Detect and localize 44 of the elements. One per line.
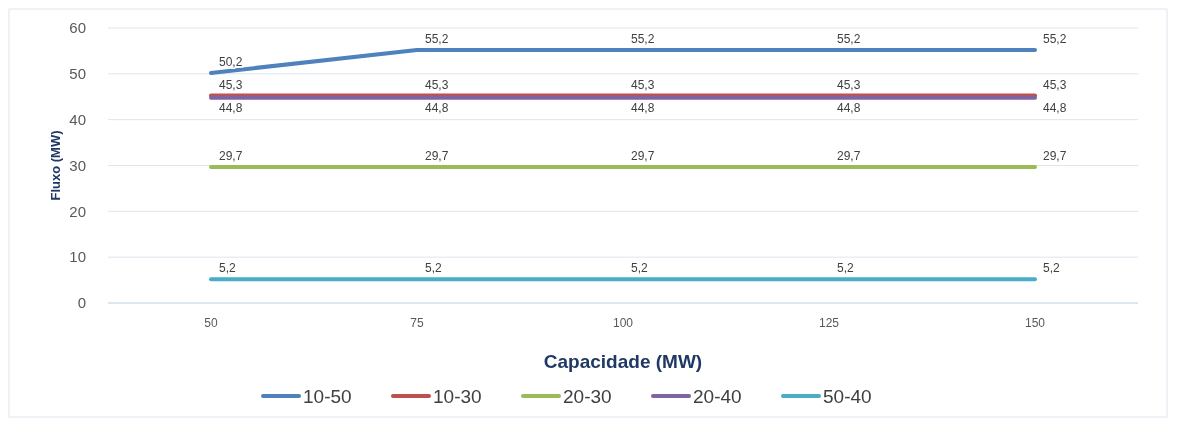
data-label: 45,3 bbox=[1043, 78, 1067, 93]
x-tick-label: 50 bbox=[204, 316, 218, 330]
legend-label: 10-30 bbox=[433, 385, 482, 407]
data-label: 29,7 bbox=[631, 148, 655, 163]
y-tick-label: 60 bbox=[69, 19, 86, 37]
data-label: 44,8 bbox=[219, 100, 243, 115]
x-tick-label: 100 bbox=[612, 316, 634, 330]
data-label: 5,2 bbox=[1043, 261, 1061, 276]
data-label: 44,8 bbox=[631, 100, 655, 115]
legend-label: 20-30 bbox=[563, 385, 612, 407]
x-tick-label: 150 bbox=[1024, 316, 1046, 330]
y-axis-title: Fluxo (MW) bbox=[48, 130, 63, 201]
data-label: 5,2 bbox=[219, 261, 237, 276]
data-label: 29,7 bbox=[425, 148, 449, 163]
x-tick-label: 75 bbox=[410, 316, 424, 330]
y-tick-label: 50 bbox=[69, 65, 86, 83]
data-label: 45,3 bbox=[631, 78, 655, 93]
data-label: 29,7 bbox=[837, 148, 861, 163]
legend-label: 50-40 bbox=[823, 385, 872, 407]
data-label: 29,7 bbox=[1043, 148, 1067, 163]
data-label: 45,3 bbox=[837, 78, 861, 93]
data-label: 55,2 bbox=[631, 32, 655, 46]
data-label: 55,2 bbox=[1043, 32, 1067, 46]
legend-label: 10-50 bbox=[303, 385, 352, 407]
data-label: 44,8 bbox=[425, 100, 449, 115]
data-label: 5,2 bbox=[837, 261, 855, 276]
y-tick-label: 0 bbox=[77, 294, 86, 312]
legend-label: 20-40 bbox=[693, 385, 742, 407]
data-label: 50,2 bbox=[219, 54, 243, 69]
y-tick-label: 20 bbox=[69, 202, 86, 220]
x-axis-title: Capacidade (MW) bbox=[543, 351, 703, 372]
data-label: 5,2 bbox=[631, 261, 649, 276]
y-tick-label: 30 bbox=[69, 156, 86, 174]
data-label: 44,8 bbox=[837, 100, 861, 115]
data-label: 44,8 bbox=[1043, 100, 1067, 115]
y-tick-label: 40 bbox=[69, 110, 86, 128]
data-label: 55,2 bbox=[837, 32, 861, 46]
data-label: 45,3 bbox=[425, 78, 449, 93]
y-tick-label: 10 bbox=[69, 248, 86, 266]
data-label: 55,2 bbox=[425, 32, 449, 46]
data-label: 29,7 bbox=[219, 148, 243, 163]
data-label: 45,3 bbox=[219, 78, 243, 93]
data-label: 5,2 bbox=[425, 261, 443, 276]
x-tick-label: 125 bbox=[818, 316, 840, 330]
